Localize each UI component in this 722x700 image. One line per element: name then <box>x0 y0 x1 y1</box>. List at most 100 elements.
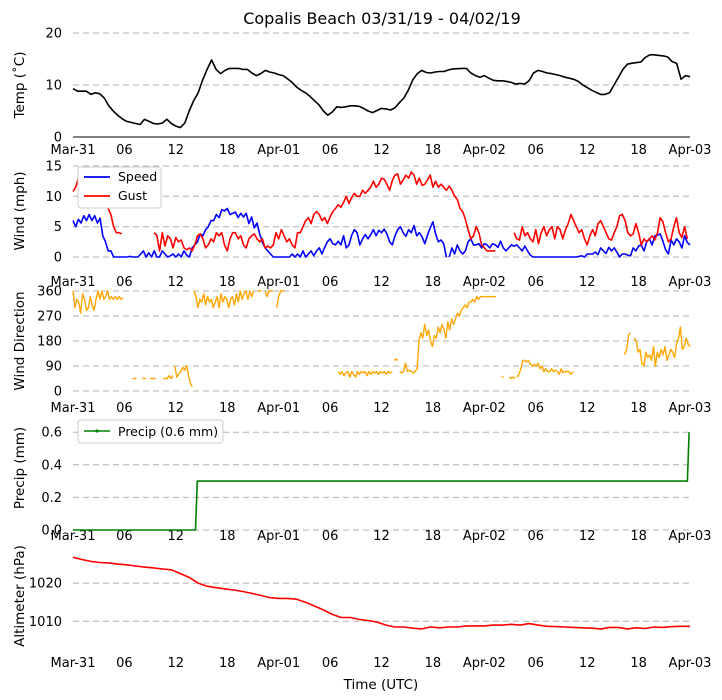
x-tick-label: 12 <box>168 529 185 544</box>
x-tick-label: Apr-03 <box>669 401 712 416</box>
x-tick-label: 06 <box>322 529 339 544</box>
x-tick-label: 12 <box>373 656 390 671</box>
x-tick-label: 06 <box>116 275 133 290</box>
y-tick-label: 0.6 <box>41 426 62 441</box>
series-line-gust <box>513 213 689 246</box>
legend-label-speed: Speed <box>118 169 157 184</box>
series-line-precip-0-6-mm- <box>73 432 690 531</box>
x-tick-label: 06 <box>116 143 133 158</box>
x-tick-label: 06 <box>528 529 545 544</box>
series-line-speed <box>72 207 448 258</box>
y-tick-label: 90 <box>45 360 62 375</box>
x-tick-label: Apr-03 <box>669 529 712 544</box>
x-tick-label: 06 <box>528 401 545 416</box>
y-tick-label: 0 <box>54 131 62 146</box>
x-tick-label: 06 <box>528 275 545 290</box>
y-axis-label: Altimeter (hPa) <box>12 545 28 647</box>
x-tick-label: 12 <box>579 401 596 416</box>
x-tick-label: 12 <box>168 275 185 290</box>
x-tick-label: 18 <box>630 401 647 416</box>
x-tick-label: 18 <box>425 529 442 544</box>
x-tick-label: 06 <box>528 656 545 671</box>
x-tick-label: Mar-31 <box>51 143 96 158</box>
x-tick-label: Mar-31 <box>51 656 96 671</box>
x-tick-label: 12 <box>373 529 390 544</box>
x-tick-label: Mar-31 <box>51 275 96 290</box>
x-tick-label: 18 <box>425 275 442 290</box>
x-tick-label: 12 <box>373 401 390 416</box>
x-tick-label: 18 <box>219 401 236 416</box>
x-tick-label: Apr-01 <box>257 143 300 158</box>
series-line-direction <box>174 365 193 388</box>
x-tick-label: 18 <box>219 656 236 671</box>
series-line-gust <box>153 171 496 252</box>
x-tick-label: 12 <box>168 401 185 416</box>
x-tick-label: 18 <box>630 143 647 158</box>
x-tick-label: 18 <box>219 275 236 290</box>
x-tick-label: Apr-01 <box>257 275 300 290</box>
legend-label-gust: Gust <box>118 188 147 203</box>
x-tick-label: 18 <box>630 275 647 290</box>
y-axis-label: Temp (˚C) <box>11 52 28 120</box>
x-tick-label: 18 <box>219 143 236 158</box>
series-line-direction <box>393 358 399 361</box>
legend-marker-precip <box>95 429 99 433</box>
x-tick-label: Apr-02 <box>463 529 506 544</box>
x-tick-label: 12 <box>579 275 596 290</box>
y-tick-label: 0 <box>54 251 62 266</box>
y-tick-label: 360 <box>37 285 62 300</box>
y-tick-label: 10 <box>45 79 62 94</box>
y-axis-label: Wind (mph) <box>12 171 28 250</box>
x-tick-label: Apr-01 <box>257 401 300 416</box>
x-tick-label: Mar-31 <box>51 401 96 416</box>
x-tick-label: 06 <box>528 143 545 158</box>
x-tick-label: 12 <box>168 143 185 158</box>
x-tick-label: 18 <box>630 656 647 671</box>
x-tick-label: Apr-03 <box>669 143 712 158</box>
x-tick-label: Apr-03 <box>669 275 712 290</box>
y-tick-label: 15 <box>45 160 62 175</box>
y-tick-label: 270 <box>37 310 62 325</box>
legend-box <box>77 419 224 444</box>
x-tick-label: Mar-31 <box>51 529 96 544</box>
x-tick-label: 06 <box>322 401 339 416</box>
y-tick-label: 0.0 <box>41 524 62 539</box>
x-tick-label: 12 <box>579 143 596 158</box>
chart-title: Copalis Beach 03/31/19 - 04/02/19 <box>243 9 521 28</box>
x-tick-label: 12 <box>373 275 390 290</box>
x-tick-label: 18 <box>630 529 647 544</box>
x-tick-label: 18 <box>425 143 442 158</box>
x-tick-label: 12 <box>579 529 596 544</box>
x-tick-label: 06 <box>116 401 133 416</box>
x-tick-label: Apr-03 <box>669 656 712 671</box>
x-tick-label: Apr-02 <box>463 401 506 416</box>
x-tick-label: Apr-02 <box>463 143 506 158</box>
x-tick-label: Apr-01 <box>257 656 300 671</box>
x-tick-label: 12 <box>373 143 390 158</box>
y-tick-label: 1010 <box>29 615 62 630</box>
y-axis-label: Precip (mm) <box>12 427 28 509</box>
x-tick-label: Apr-02 <box>463 275 506 290</box>
x-tick-label: 06 <box>116 656 133 671</box>
y-tick-label: 5 <box>54 220 62 235</box>
series-line-direction <box>163 375 174 380</box>
series-line-direction <box>276 290 285 308</box>
series-line-temp <box>72 54 691 129</box>
y-tick-label: 0.4 <box>41 458 62 473</box>
x-tick-label: 12 <box>579 656 596 671</box>
x-axis-label: Time (UTC) <box>343 677 419 693</box>
y-tick-label: 0.2 <box>41 491 62 506</box>
x-tick-label: 06 <box>116 529 133 544</box>
x-tick-label: 06 <box>322 656 339 671</box>
series-line-direction <box>337 370 393 378</box>
y-tick-label: 1020 <box>29 577 62 592</box>
x-tick-label: 18 <box>219 529 236 544</box>
series-line-direction <box>193 290 255 309</box>
y-tick-label: 180 <box>37 335 62 350</box>
y-tick-label: 10 <box>45 190 62 205</box>
y-axis-label: Wind Direction <box>12 291 28 390</box>
series-line-direction <box>399 295 496 374</box>
legend-label-precip: Precip (0.6 mm) <box>118 424 218 439</box>
x-tick-label: Apr-02 <box>463 656 506 671</box>
